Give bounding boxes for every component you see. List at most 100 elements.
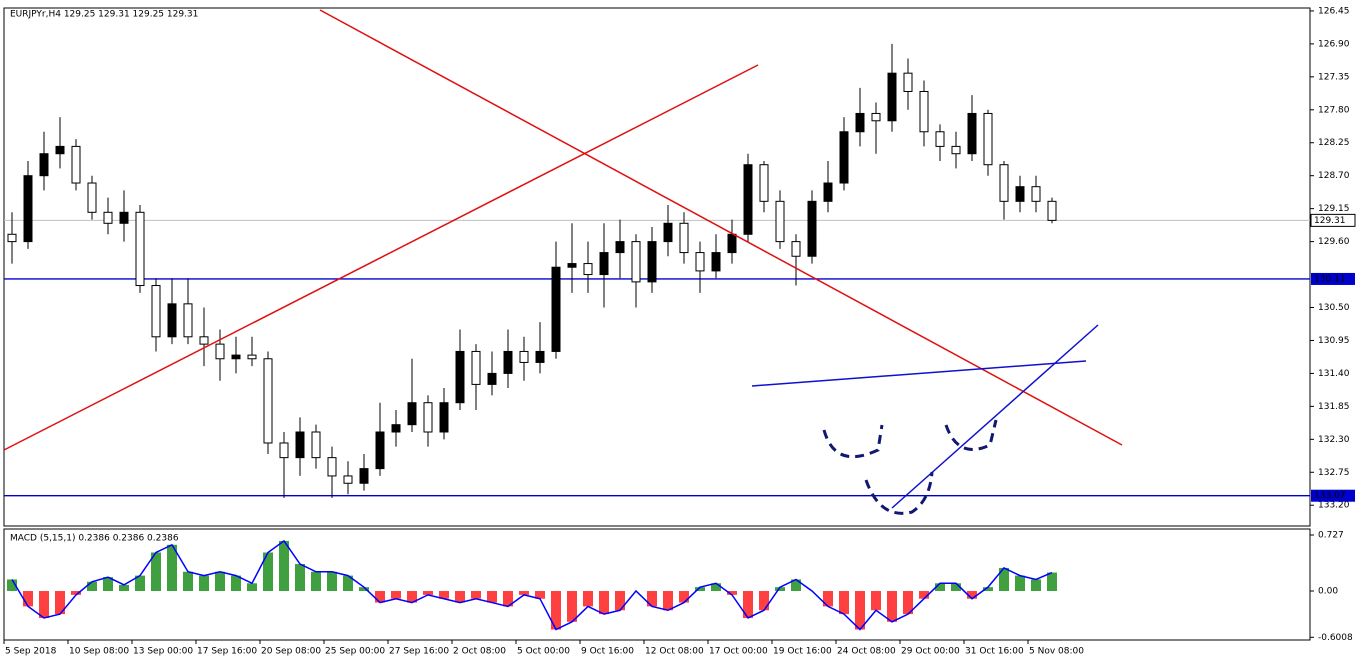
candle-body — [807, 200, 817, 257]
macd-bar — [87, 581, 97, 592]
macd-bar — [551, 591, 561, 630]
x-tick-label: 31 Oct 16:00 — [965, 647, 1024, 657]
macd-bar — [7, 579, 17, 592]
candle-body — [247, 354, 257, 360]
candle-body — [135, 211, 145, 287]
macd-bar — [199, 575, 209, 592]
last-price-label: 129.31 — [1314, 216, 1346, 226]
candle-body — [423, 402, 433, 433]
candle-body — [855, 112, 865, 133]
candle-body — [407, 402, 417, 426]
candle-body — [535, 350, 545, 363]
candle-body — [439, 402, 449, 433]
macd-bar — [359, 587, 369, 592]
candle-body — [263, 358, 273, 444]
macd-bar — [567, 591, 577, 622]
y-tick-label: 127.35 — [1318, 72, 1350, 82]
macd-bar — [871, 591, 881, 611]
macd-bar — [663, 591, 673, 611]
macd-bar — [503, 591, 513, 607]
level-label-box — [1311, 272, 1355, 285]
macd-bar — [327, 571, 337, 592]
macd-bar — [39, 591, 49, 618]
macd-bar — [775, 587, 785, 592]
macd-bar — [791, 579, 801, 592]
macd-bar — [279, 540, 289, 592]
y-tick-label: -0.6008 — [1318, 633, 1353, 643]
x-tick-label: 2 Oct 08:00 — [453, 647, 506, 657]
candle-body — [695, 252, 705, 272]
y-tick-label: 128.25 — [1318, 138, 1350, 148]
candle-body — [359, 468, 369, 484]
candle-body — [503, 350, 513, 374]
pattern-arc — [944, 419, 998, 451]
macd-bar — [823, 591, 833, 607]
y-tick-label: 131.85 — [1318, 402, 1350, 412]
symbol-info: EURJPYr,H4 129.25 129.31 129.25 129.31 — [10, 10, 198, 20]
macd-bar — [695, 587, 705, 592]
candle-body — [455, 350, 465, 404]
macd-bar — [535, 591, 545, 599]
candle-body — [471, 350, 481, 385]
candle-body — [183, 303, 193, 338]
macd-bar — [471, 591, 481, 599]
candle-body — [791, 241, 801, 257]
candle-body — [775, 200, 785, 243]
macd-bar — [439, 591, 449, 599]
candle-body — [967, 112, 977, 155]
candle-body — [999, 164, 1009, 202]
macd-bar — [999, 567, 1009, 592]
macd-bar — [711, 583, 721, 592]
candle-body — [1047, 200, 1057, 221]
macd-bar — [215, 571, 225, 592]
x-tick-label: 20 Sep 08:00 — [261, 647, 321, 657]
candle-body — [823, 182, 833, 202]
candle-body — [935, 131, 945, 147]
candle-body — [871, 112, 881, 122]
candle-body — [39, 153, 49, 177]
level-label: 133.07 — [1314, 491, 1346, 501]
x-tick-label: 13 Sep 00:00 — [133, 647, 193, 657]
x-tick-label: 10 Sep 08:00 — [69, 647, 129, 657]
level-label-box — [1311, 489, 1355, 502]
x-tick-label: 17 Oct 00:00 — [709, 647, 768, 657]
macd-bar — [71, 591, 81, 595]
candle-body — [279, 442, 289, 459]
y-tick-label: 0.00 — [1318, 587, 1338, 597]
macd-bar — [343, 575, 353, 592]
candle-body — [615, 241, 625, 254]
macd-bar — [743, 591, 753, 618]
macd-bar — [55, 591, 65, 615]
x-tick-label: 27 Sep 16:00 — [389, 647, 449, 657]
macd-bar — [583, 591, 593, 607]
candle-body — [151, 285, 161, 338]
candle-body — [839, 131, 849, 184]
macd-bar — [183, 571, 193, 592]
macd-bar — [599, 591, 609, 615]
candle-body — [215, 343, 225, 360]
candle-body — [551, 266, 561, 352]
macd-bar — [919, 591, 929, 599]
candle-body — [71, 145, 81, 184]
x-tick-label: 25 Sep 00:00 — [325, 647, 385, 657]
candle-body — [23, 175, 33, 243]
y-tick-label: 132.30 — [1318, 435, 1350, 445]
macd-title: MACD (5,15,1) 0.2386 0.2386 0.2386 — [10, 534, 179, 544]
candle-body — [327, 457, 337, 477]
macd-bar — [311, 571, 321, 592]
candle-body — [711, 252, 721, 272]
macd-bar — [759, 591, 769, 611]
macd-bar — [167, 544, 177, 592]
macd-bar — [1047, 572, 1057, 592]
candle-body — [567, 263, 577, 268]
trendline — [891, 324, 1099, 509]
y-tick-label: 132.75 — [1318, 468, 1350, 478]
candle-body — [375, 431, 385, 470]
x-tick-label: 5 Nov 08:00 — [1029, 647, 1084, 657]
candle-body — [391, 424, 401, 433]
candle-body — [679, 222, 689, 254]
drawings — [3, 9, 1123, 515]
x-tick-label: 5 Sep 2018 — [5, 647, 57, 657]
macd-bar — [967, 591, 977, 599]
